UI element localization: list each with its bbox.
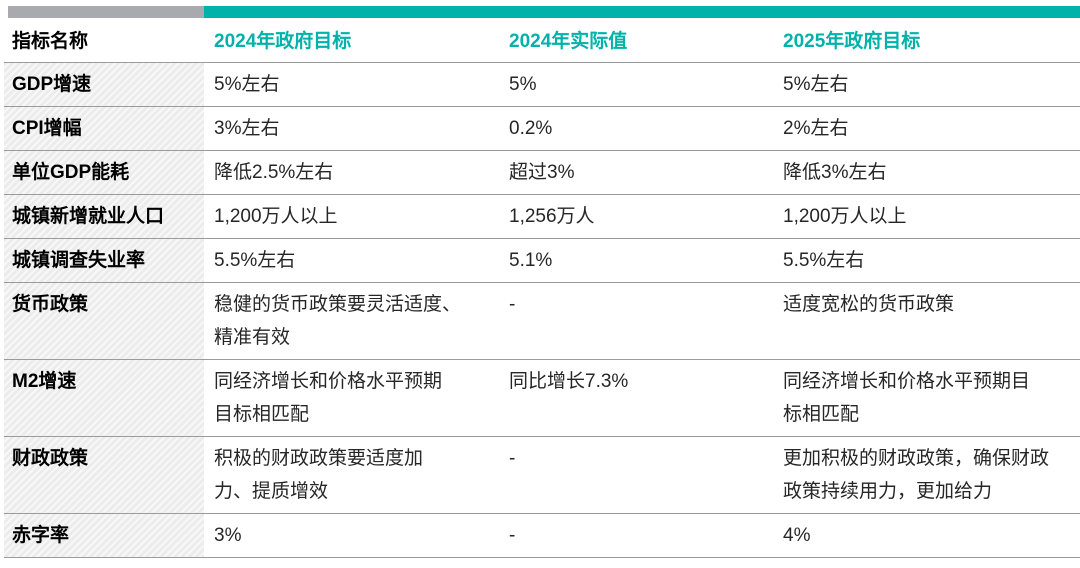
column-header-target-2024: 2024年政府目标: [204, 18, 500, 63]
value-cell: 5%: [500, 62, 770, 107]
indicator-cell: 城镇新增就业人口: [4, 194, 204, 239]
indicator-cell: GDP增速: [4, 62, 204, 107]
value-cell: 2%左右: [770, 106, 1080, 151]
value-cell: 3%左右: [204, 106, 500, 151]
column-header-target-2025: 2025年政府目标: [770, 18, 1080, 63]
value-cell: 积极的财政政策要适度加 力、提质增效: [204, 436, 500, 514]
value-cell: 1,200万人以上: [204, 194, 500, 239]
value-cell: 同经济增长和价格水平预期目 标相匹配: [770, 359, 1080, 437]
accent-bar-gray-segment: [8, 6, 204, 18]
table-row: 城镇新增就业人口 1,200万人以上 1,256万人 1,200万人以上: [4, 194, 1080, 239]
value-cell: 稳健的货币政策要灵活适度、 精准有效: [204, 282, 500, 360]
indicator-cell: 城镇调查失业率: [4, 238, 204, 283]
table-row: 货币政策 稳健的货币政策要灵活适度、 精准有效 - 适度宽松的货币政策: [4, 282, 1080, 360]
indicator-cell: 赤字率: [4, 513, 204, 558]
column-header-indicator: 指标名称: [4, 18, 204, 63]
table-row: GDP增速 5%左右 5% 5%左右: [4, 62, 1080, 107]
value-cell: 降低3%左右: [770, 150, 1080, 195]
value-cell: -: [500, 436, 770, 514]
table-row: M2增速 同经济增长和价格水平预期 目标相匹配 同比增长7.3% 同经济增长和价格水平…: [4, 359, 1080, 437]
table-row: 财政政策 积极的财政政策要适度加 力、提质增效 - 更加积极的财政政策，确保财政 政策…: [4, 436, 1080, 514]
value-cell: 超过3%: [500, 150, 770, 195]
value-cell: 1,200万人以上: [770, 194, 1080, 239]
table-row: 赤字率 3% -4%: [4, 513, 1080, 558]
value-cell: 5%左右: [204, 62, 500, 107]
value-cell: 5%左右: [770, 62, 1080, 107]
column-header-actual-2024: 2024年实际值: [500, 18, 770, 63]
value-cell: 5.1%: [500, 238, 770, 283]
indicator-cell: 货币政策: [4, 282, 204, 360]
value-cell: 适度宽松的货币政策: [770, 282, 1080, 360]
table-row: CPI增幅 3%左右 0.2% 2%左右: [4, 106, 1080, 151]
value-cell: 更加积极的财政政策，确保财政 政策持续用力，更加给力: [770, 436, 1080, 514]
indicator-cell: 单位GDP能耗: [4, 150, 204, 195]
value-cell: -: [500, 513, 770, 558]
table-row: 单位GDP能耗 降低2.5%左右 超过3% 降低3%左右: [4, 150, 1080, 195]
value-cell: 同经济增长和价格水平预期 目标相匹配: [204, 359, 500, 437]
indicator-cell: 财政政策: [4, 436, 204, 514]
value-cell: 0.2%: [500, 106, 770, 151]
value-cell: 5.5%左右: [770, 238, 1080, 283]
value-cell: 4%: [770, 513, 1080, 558]
value-cell: 1,256万人: [500, 194, 770, 239]
value-cell: 同比增长7.3%: [500, 359, 770, 437]
value-cell: -: [500, 282, 770, 360]
value-cell: 3%: [204, 513, 500, 558]
header-row: 指标名称 2024年政府目标 2024年实际值 2025年政府目标: [4, 18, 1080, 63]
indicator-cell: CPI增幅: [4, 106, 204, 151]
value-cell: 降低2.5%左右: [204, 150, 500, 195]
table-row: 城镇调查失业率 5.5%左右 5.1% 5.5%左右: [4, 238, 1080, 283]
table-top-accent-bar: [8, 6, 1080, 18]
table-body: GDP增速 5%左右 5% 5%左右 CPI增幅 3%左右 0.2% 2%左右 单位GDP能耗降…: [4, 62, 1080, 558]
indicator-cell: M2增速: [4, 359, 204, 437]
accent-bar-teal-segment: [204, 6, 1080, 18]
policy-targets-table: 指标名称 2024年政府目标 2024年实际值 2025年政府目标 GDP增速 5…: [4, 18, 1080, 558]
value-cell: 5.5%左右: [204, 238, 500, 283]
